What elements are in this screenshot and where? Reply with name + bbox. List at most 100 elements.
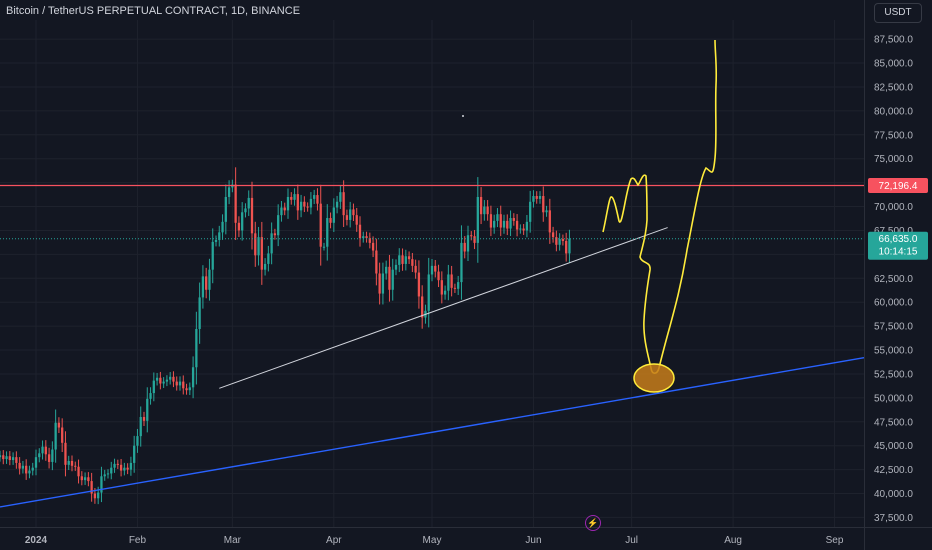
candle-body bbox=[267, 253, 270, 264]
blue-trendline[interactable] bbox=[0, 356, 865, 508]
candle-body bbox=[126, 467, 129, 470]
candle-body bbox=[535, 196, 538, 199]
candle-body bbox=[319, 203, 322, 247]
candle-body bbox=[417, 272, 421, 297]
candle-body bbox=[165, 379, 169, 382]
candle-body bbox=[83, 477, 87, 481]
candle-body bbox=[342, 192, 345, 216]
candle-body bbox=[483, 206, 486, 215]
y-tick-label: 87,500.0 bbox=[874, 35, 913, 46]
candle-body bbox=[241, 212, 244, 231]
candle-body bbox=[407, 256, 411, 260]
candle-body bbox=[93, 493, 97, 499]
candle-body bbox=[538, 196, 542, 199]
candle-body bbox=[378, 273, 381, 294]
candle-body bbox=[247, 197, 250, 209]
candle-body bbox=[273, 233, 277, 236]
currency-button[interactable]: USDT bbox=[874, 3, 922, 23]
candle-body bbox=[90, 481, 93, 494]
candle-body bbox=[466, 235, 470, 252]
last-price-badge: 66,635.0 10:14:15 bbox=[868, 231, 928, 260]
candles bbox=[0, 167, 571, 505]
candle-body bbox=[87, 477, 90, 482]
target-ellipse[interactable] bbox=[633, 363, 675, 393]
yellow-freehand-drawing[interactable] bbox=[602, 39, 718, 375]
candle-body bbox=[162, 381, 165, 384]
candle-body bbox=[542, 196, 545, 213]
candle-body bbox=[391, 269, 394, 290]
candle-body bbox=[345, 215, 349, 220]
candle-body bbox=[205, 276, 208, 290]
candle-body bbox=[434, 265, 437, 272]
candle-body bbox=[237, 222, 241, 231]
candle-body bbox=[506, 220, 509, 229]
candle-body bbox=[496, 214, 499, 221]
candle-body bbox=[195, 328, 198, 368]
time-axis[interactable]: 2024 Feb Mar Apr May Jun Jul Aug Sep bbox=[25, 535, 844, 546]
candle-body bbox=[316, 195, 319, 204]
candle-body bbox=[185, 388, 188, 391]
candle-body bbox=[41, 446, 44, 454]
candle-body bbox=[470, 235, 473, 237]
candle-body bbox=[568, 238, 571, 254]
lightning-icon[interactable]: ⚡ bbox=[585, 515, 601, 531]
y-tick-label: 45,000.0 bbox=[874, 441, 913, 452]
candle-body bbox=[8, 456, 11, 461]
candle-body bbox=[362, 236, 365, 239]
candle-body bbox=[394, 264, 398, 270]
y-tick-label: 55,000.0 bbox=[874, 346, 913, 357]
candle-body bbox=[299, 201, 303, 211]
symbol-title[interactable]: Bitcoin / TetherUS PERPETUAL CONTRACT, 1… bbox=[6, 5, 301, 17]
candle-body bbox=[502, 220, 506, 228]
x-tick-label: Aug bbox=[724, 535, 742, 546]
candle-body bbox=[51, 449, 54, 462]
candle-body bbox=[201, 276, 205, 298]
candle-body bbox=[463, 242, 466, 252]
candle-body bbox=[414, 265, 417, 273]
candle-body bbox=[38, 453, 41, 458]
candle-body bbox=[5, 456, 8, 460]
y-tick-label: 40,000.0 bbox=[874, 489, 913, 500]
resistance-price-badge: 72,196.4 bbox=[868, 178, 928, 194]
y-tick-label: 52,500.0 bbox=[874, 369, 913, 380]
candle-body bbox=[486, 206, 489, 215]
candle-body bbox=[47, 454, 51, 462]
candle-body bbox=[77, 466, 80, 477]
candle-body bbox=[149, 393, 152, 399]
candle-body bbox=[453, 287, 457, 289]
candle-body bbox=[25, 465, 28, 474]
candle-body bbox=[129, 462, 133, 470]
x-tick-label: Mar bbox=[224, 535, 242, 546]
candle-body bbox=[548, 210, 551, 233]
y-tick-label: 85,000.0 bbox=[874, 59, 913, 70]
candle-body bbox=[103, 474, 106, 477]
candle-body bbox=[34, 457, 38, 468]
candle-body bbox=[123, 467, 126, 471]
candle-body bbox=[172, 376, 175, 382]
candle-body bbox=[309, 198, 313, 208]
candle-body bbox=[404, 256, 407, 264]
candle-body bbox=[214, 240, 218, 242]
countdown-label: 10:14:15 bbox=[879, 247, 918, 258]
candle-body bbox=[70, 460, 74, 466]
y-tick-label: 77,500.0 bbox=[874, 130, 913, 141]
candle-body bbox=[54, 422, 57, 450]
candle-body bbox=[398, 255, 401, 265]
candle-body bbox=[339, 192, 342, 202]
candle-body bbox=[0, 455, 2, 458]
candle-body bbox=[286, 196, 290, 211]
candle-body bbox=[263, 263, 267, 270]
candle-body bbox=[476, 196, 479, 243]
candle-body bbox=[303, 201, 306, 207]
candle-body bbox=[450, 274, 453, 288]
candle-body bbox=[355, 215, 358, 225]
x-tick-label: 2024 bbox=[25, 535, 48, 546]
candle-body bbox=[182, 381, 185, 389]
white-trendline[interactable] bbox=[219, 227, 668, 389]
y-tick-label: 42,500.0 bbox=[874, 465, 913, 476]
candle-body bbox=[555, 237, 558, 245]
candle-body bbox=[385, 266, 388, 274]
candle-body bbox=[155, 377, 159, 381]
